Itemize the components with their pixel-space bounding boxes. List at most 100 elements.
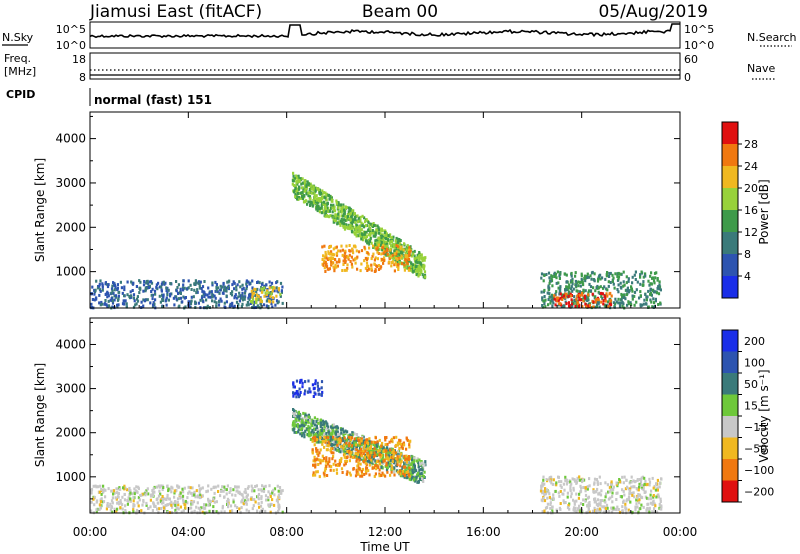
data-cell [576,301,579,304]
data-cell [260,497,263,501]
data-cell [162,501,165,505]
data-cell [418,251,421,254]
data-cell [306,180,309,184]
data-cell [641,487,644,491]
data-cell [112,281,115,285]
data-cell [155,485,159,489]
data-cell [650,489,653,493]
data-cell [363,216,366,220]
data-cell [334,440,337,444]
data-cell [607,280,610,284]
data-cell [189,283,192,287]
data-cell [405,265,408,269]
data-cell [271,305,274,309]
data-cell [102,484,105,488]
data-cell [633,495,636,499]
x-tick-label: 20:00 [564,525,599,539]
data-cell [310,433,313,437]
data-cell [115,487,118,491]
data-cell [647,279,650,283]
data-cell [264,494,268,498]
data-cell [650,293,653,297]
data-cell [627,496,630,500]
data-cell [327,437,330,441]
data-cell [362,452,365,456]
data-cell [351,218,354,222]
data-cell [251,507,254,511]
data-cell [223,305,226,309]
data-cell [96,507,99,511]
data-cell [620,495,623,498]
data-cell [218,291,221,295]
data-cell [617,297,620,301]
data-cell [209,500,212,504]
data-cell [256,287,259,291]
colorbar-tick-label: −100 [744,464,774,477]
data-cell [556,270,559,274]
data-cell [403,475,406,479]
data-cell [188,507,191,510]
data-cell [595,286,598,290]
data-cell [653,502,656,506]
data-cell [643,491,646,494]
data-cell [330,199,333,203]
data-cell [272,300,275,304]
data-cell [363,232,366,236]
data-cell [627,277,630,281]
data-cell [219,288,222,292]
data-cell [642,280,645,284]
data-cell [654,297,657,301]
data-cell [255,297,258,301]
data-cell [90,489,93,492]
data-cell [378,228,381,232]
data-cell [158,294,161,298]
data-cell [653,281,656,285]
data-cell [122,299,125,303]
data-cell [594,497,597,501]
data-cell [593,506,596,510]
data-cell [598,292,601,295]
data-cell [325,253,328,257]
data-cell [233,281,236,285]
data-cell [201,486,204,490]
data-cell [596,482,599,486]
data-cell [413,467,416,471]
data-cell [179,287,182,291]
data-cell [415,469,418,473]
data-cell [574,279,577,283]
data-cell [304,413,307,417]
data-cell [126,280,129,284]
data-cell [599,273,602,277]
x-axis: 00:00 04:00 08:00 12:00 16:00 20:00 00:00 [73,112,697,539]
data-cell [597,301,600,305]
data-cell [298,417,301,421]
data-cell [331,257,335,260]
data-cell [625,478,628,482]
data-cell [651,502,654,506]
colorbar-swatch [722,144,738,166]
data-cell [215,301,218,305]
data-cell [603,303,606,307]
data-cell [175,295,178,299]
data-cell [155,498,158,501]
data-cell [357,439,360,442]
data-cell [325,198,328,202]
data-cell [368,473,371,477]
data-cell [296,187,299,191]
data-cell [112,489,116,493]
data-cell [594,298,598,302]
data-cell [616,275,619,278]
data-cell [375,228,378,232]
data-cell [343,210,346,214]
data-cell [232,500,235,504]
data-cell [176,500,179,504]
data-cell [407,268,410,272]
data-cell [371,458,374,462]
data-cell [299,196,303,200]
data-cell [413,479,417,483]
data-cell [570,279,573,283]
data-cell [409,439,412,443]
data-cell [547,490,550,494]
data-cell [311,448,314,452]
data-cell [387,238,390,242]
